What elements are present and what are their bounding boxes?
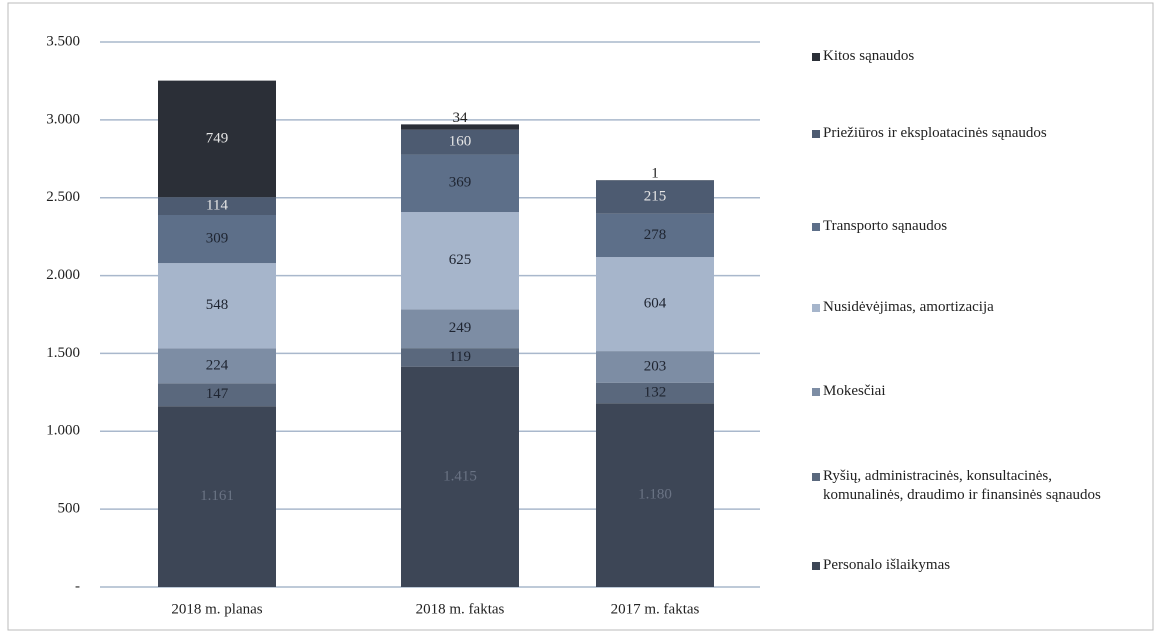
bar-segment (401, 348, 519, 367)
legend-item: Transporto sąnaudos (812, 217, 1147, 236)
data-label: 147 (206, 386, 229, 402)
data-label: 203 (644, 358, 667, 374)
bar-segment (158, 197, 276, 215)
data-label: 119 (449, 349, 471, 365)
legend-swatch (812, 53, 820, 61)
y-tick-label: - (75, 578, 80, 594)
bar-segment (596, 213, 714, 258)
bar-segment (158, 80, 276, 198)
legend-label: Priežiūros ir eksploatacinės sąnaudos (823, 125, 1047, 141)
legend-item: Kitos sąnaudos (812, 47, 1147, 66)
bar-segment (158, 383, 276, 407)
bar-segment (596, 180, 714, 214)
bar-segment (401, 129, 519, 155)
data-label: 132 (644, 384, 667, 400)
data-label: 114 (206, 198, 228, 214)
legend-item: Nusidėvėjimas, amortizacija (812, 298, 1147, 317)
legend-label: Kitos sąnaudos (823, 48, 915, 64)
legend-swatch (812, 473, 820, 481)
y-tick-label: 500 (58, 501, 81, 517)
legend-swatch (812, 562, 820, 570)
legend-item: Personalo išlaikymas (812, 556, 1147, 575)
y-tick-label: 3.500 (46, 33, 80, 49)
data-label: 34 (453, 110, 469, 126)
data-label: 309 (206, 230, 229, 246)
bar-segment (158, 348, 276, 384)
bar-segment (596, 403, 714, 587)
bar-segment (596, 351, 714, 383)
legend-label: Ryšių, administracinės, konsultacinės, k… (823, 468, 1101, 503)
data-label: 604 (644, 296, 667, 312)
bar-segment (401, 309, 519, 349)
legend-label: Mokesčiai (823, 383, 886, 399)
frame (7, 2, 1154, 631)
data-label: 369 (449, 175, 472, 191)
x-tick-label: 2018 m. planas (171, 601, 262, 617)
bar-segment (596, 382, 714, 404)
data-label: 1.161 (200, 488, 234, 504)
y-tick-label: 2.500 (46, 189, 80, 205)
bar-segment (158, 263, 276, 349)
bar-segment (596, 257, 714, 352)
legend-item: Priežiūros ir eksploatacinės sąnaudos (812, 124, 1147, 143)
legend-swatch (812, 304, 820, 312)
data-label: 160 (449, 134, 472, 150)
bar-segment (401, 124, 519, 130)
data-label: 1.180 (638, 487, 672, 503)
legend-item: Ryšių, administracinės, konsultacinės, k… (812, 467, 1147, 505)
data-label: 548 (206, 297, 229, 313)
bar-segment (401, 154, 519, 213)
data-label: 224 (206, 357, 229, 373)
legend-swatch (812, 223, 820, 231)
x-tick-label: 2017 m. faktas (611, 601, 700, 617)
data-label: 278 (644, 227, 667, 243)
data-label: 249 (449, 320, 472, 336)
legend-swatch (812, 388, 820, 396)
legend-swatch (812, 130, 820, 138)
legend-item: Mokesčiai (812, 382, 1147, 401)
data-label: 625 (449, 252, 472, 268)
data-label: 1 (651, 166, 659, 182)
bar-segment (401, 212, 519, 310)
data-label: 749 (206, 130, 229, 146)
legend-label: Personalo išlaikymas (823, 557, 951, 573)
y-tick-label: 1.500 (46, 345, 80, 361)
legend-label: Nusidėvėjimas, amortizacija (823, 299, 994, 315)
y-tick-label: 3.000 (46, 111, 80, 127)
data-label: 1.415 (443, 468, 477, 484)
legend-label: Transporto sąnaudos (823, 218, 948, 234)
y-tick-label: 2.000 (46, 267, 80, 283)
bar-segment (158, 406, 276, 587)
x-tick-label: 2018 m. faktas (416, 601, 505, 617)
data-label: 215 (644, 188, 667, 204)
bar-segment (158, 214, 276, 264)
bar-segment (401, 366, 519, 587)
y-tick-label: 1.000 (46, 423, 80, 439)
